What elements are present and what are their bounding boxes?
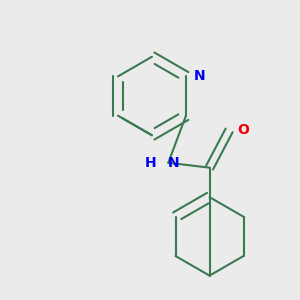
Text: N: N [167, 156, 179, 170]
Text: O: O [237, 123, 249, 137]
Text: H: H [145, 156, 157, 170]
Text: N: N [194, 69, 206, 83]
